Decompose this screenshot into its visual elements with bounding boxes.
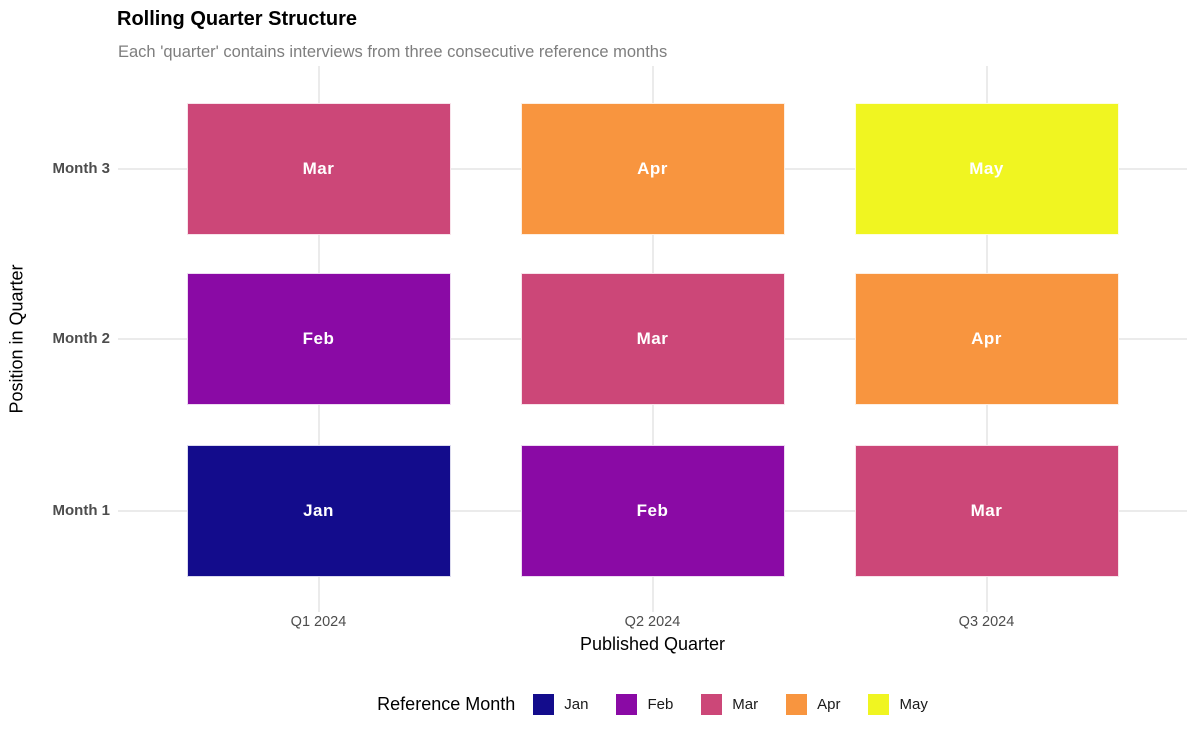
legend: Reference Month Jan Feb Mar Apr May [118,694,1187,715]
tile-label: Mar [302,158,335,178]
x-axis-title: Published Quarter [579,634,726,654]
y-tick-label: Month 3 [52,159,111,177]
tile-label: Feb [636,500,669,520]
tile-label: Apr [637,158,668,178]
tile: Feb [186,273,451,405]
legend-swatch [786,694,808,715]
legend-label: Mar [732,696,759,713]
legend-entries: Jan Feb Mar Apr May [533,694,928,715]
tile-label: Jan [303,500,334,520]
tile-label: Mar [636,329,669,348]
tile-label: May [969,158,1004,178]
tile-label: Mar [970,500,1003,520]
legend-swatch [868,694,890,715]
x-tick-label: Q1 2024 [290,614,347,630]
tile: Jan [186,444,451,577]
tile: Mar [520,273,785,405]
legend-entry: Jan [533,694,588,715]
legend-swatch [701,694,723,715]
x-tick-label: Q3 2024 [958,614,1015,630]
tile-label: Apr [971,329,1002,348]
tile: Mar [186,102,451,235]
tile: Apr [520,102,785,235]
tile-label: Feb [302,329,335,348]
tile: Mar [854,444,1119,577]
tile: May [854,102,1119,235]
legend-entry: Mar [701,694,758,715]
legend-entry: Apr [786,694,840,715]
x-tick-label: Q2 2024 [624,614,681,630]
legend-label: Jan [564,696,589,713]
legend-swatch [533,694,555,715]
chart-title: Rolling Quarter Structure [117,8,358,30]
y-tick-label: Month 1 [52,501,111,519]
legend-label: May [899,696,928,713]
legend-label: Feb [647,696,674,713]
tile: Apr [854,273,1119,405]
legend-label: Apr [817,696,841,713]
legend-swatch [616,694,638,715]
legend-entry: Feb [616,694,673,715]
legend-entry: May [868,694,928,715]
chart-subtitle: Each 'quarter' contains interviews from … [118,43,668,61]
tile: Feb [520,444,785,577]
y-tick-label: Month 2 [52,330,111,347]
legend-title: Reference Month [377,694,516,714]
plot-panel: Jan Feb Mar Feb Mar Apr Mar Apr May [118,66,1187,612]
